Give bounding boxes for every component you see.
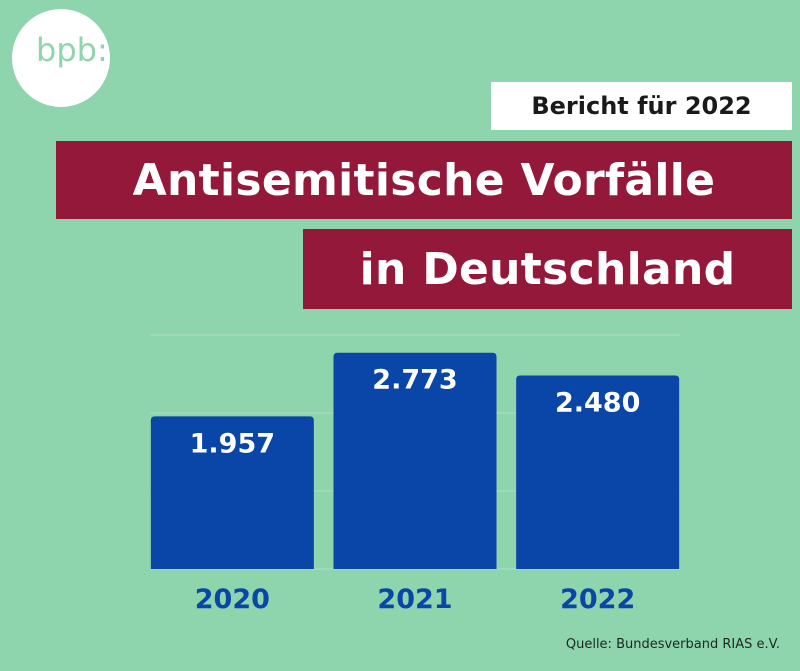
subtitle: Bericht für 2022 [531, 92, 752, 120]
bpb-logo-text: bpb: [36, 31, 108, 69]
bar-2021 [333, 352, 497, 569]
x-tick-label-2022: 2022 [560, 584, 635, 615]
subtitle-box: Bericht für 2022 [491, 82, 792, 130]
bar-2022 [516, 375, 680, 569]
value-label-2020: 1.957 [190, 428, 275, 459]
bpb-logo [12, 9, 110, 107]
title-bar-line-2: in Deutschland [303, 229, 792, 309]
source-note: Quelle: Bundesverband RIAS e.V. [565, 637, 780, 652]
title-line-1: Antisemitische Vorfälle [132, 154, 716, 206]
bar-2020 [150, 416, 314, 569]
x-tick-label-2020: 2020 [195, 584, 270, 615]
title-line-2: in Deutschland [359, 243, 736, 295]
title-bar-line-1: Antisemitische Vorfälle [56, 141, 792, 219]
value-label-2022: 2.480 [555, 388, 640, 419]
value-label-2021: 2.773 [372, 365, 457, 396]
x-tick-label-2021: 2021 [377, 584, 452, 615]
